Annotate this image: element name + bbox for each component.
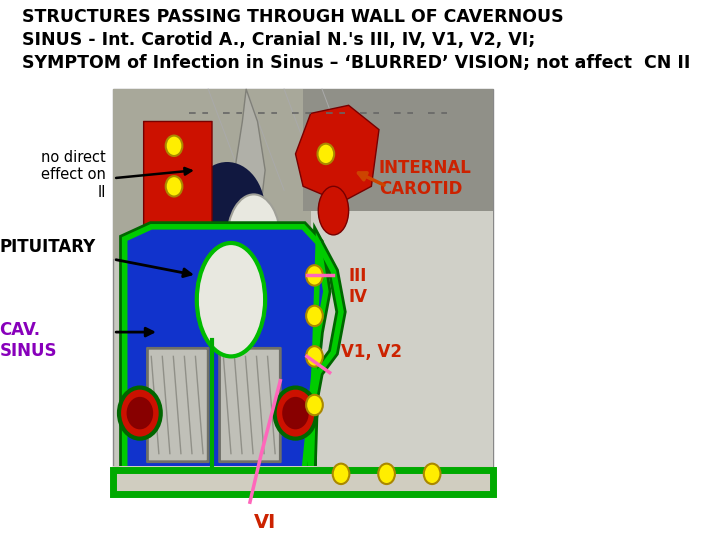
FancyBboxPatch shape — [303, 89, 493, 211]
Circle shape — [306, 346, 323, 367]
Polygon shape — [125, 227, 326, 482]
Bar — [113, 470, 493, 494]
Polygon shape — [235, 89, 265, 211]
FancyBboxPatch shape — [113, 89, 310, 259]
Circle shape — [306, 395, 323, 415]
Circle shape — [333, 464, 349, 484]
Text: CAV.
SINUS: CAV. SINUS — [0, 321, 57, 360]
FancyBboxPatch shape — [148, 348, 208, 462]
Bar — [113, 465, 493, 494]
Circle shape — [318, 144, 334, 164]
Ellipse shape — [197, 243, 265, 356]
FancyBboxPatch shape — [220, 348, 280, 462]
Circle shape — [166, 176, 182, 197]
Bar — [303, 89, 493, 494]
Circle shape — [378, 464, 395, 484]
Text: no direct
effect on
II: no direct effect on II — [41, 150, 106, 200]
Text: PITUITARY: PITUITARY — [0, 238, 96, 256]
Circle shape — [424, 464, 441, 484]
Circle shape — [282, 397, 309, 429]
FancyBboxPatch shape — [144, 122, 212, 227]
Circle shape — [306, 265, 323, 286]
Circle shape — [127, 397, 153, 429]
Circle shape — [274, 388, 316, 438]
Polygon shape — [295, 105, 379, 202]
Ellipse shape — [228, 194, 280, 284]
Text: III
IV: III IV — [348, 267, 368, 306]
Circle shape — [166, 136, 182, 156]
Circle shape — [119, 388, 161, 438]
Text: INTERNAL
CAROTID: INTERNAL CAROTID — [379, 159, 472, 198]
Ellipse shape — [318, 186, 348, 235]
Text: V1, V2: V1, V2 — [341, 343, 402, 361]
Ellipse shape — [189, 162, 265, 259]
Text: VI: VI — [254, 512, 276, 531]
Circle shape — [306, 306, 323, 326]
Bar — [113, 89, 493, 494]
Text: STRUCTURES PASSING THROUGH WALL OF CAVERNOUS
SINUS - Int. Carotid A., Cranial N.: STRUCTURES PASSING THROUGH WALL OF CAVER… — [22, 8, 690, 72]
